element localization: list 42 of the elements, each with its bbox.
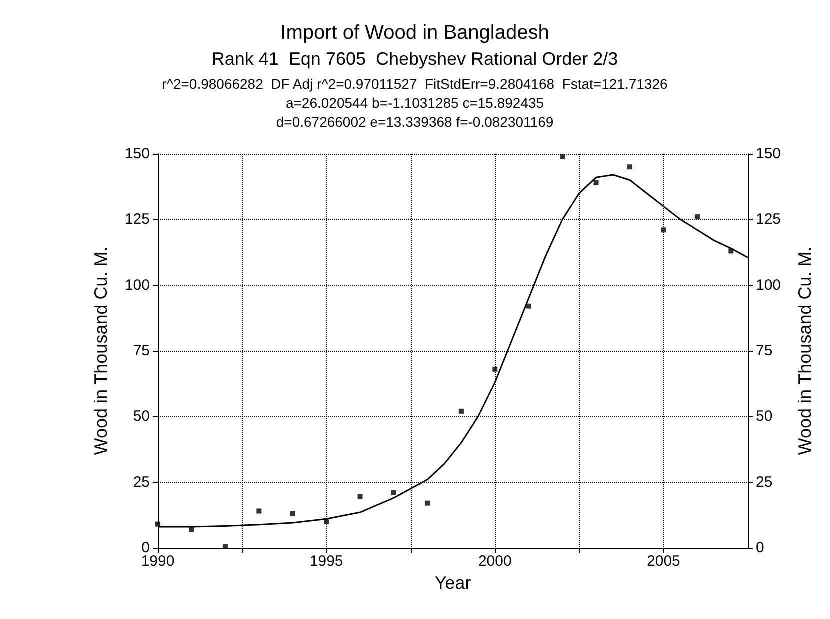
point [526, 304, 532, 309]
y-tick-label: 125 [124, 211, 150, 228]
point [425, 500, 430, 506]
point [628, 164, 632, 170]
y2-tick-label: 0 [756, 540, 764, 556]
y2-tick-label: 125 [756, 211, 782, 228]
point [492, 366, 498, 372]
point [728, 248, 734, 254]
point [290, 511, 296, 516]
x-axis-title: Year [434, 573, 472, 593]
y-tick-label: 100 [124, 276, 150, 294]
y2-tick-label: 100 [756, 276, 782, 294]
chart-subtitle: Rank 41 Eqn 7605 Chebyshev Rational Order 2/3 [212, 49, 618, 69]
point [189, 527, 194, 532]
y-tick-label: 75 [133, 342, 150, 360]
y2-tick-label: 50 [756, 408, 773, 426]
point [594, 180, 599, 186]
point [324, 519, 330, 524]
point [222, 544, 228, 550]
y2-tick-label: 150 [756, 146, 782, 162]
text: a=26.020544 b=-1.1031285 c=15.892435 [286, 95, 544, 111]
y2-axis-title: Wood in Thousand Cu. M. [795, 246, 815, 456]
point [560, 154, 566, 160]
point [358, 494, 363, 500]
y2-tick-label: 25 [756, 474, 773, 491]
y-tick-label: 50 [133, 408, 150, 426]
point [392, 490, 396, 496]
point [156, 522, 160, 527]
y-axis-title: Wood in Thousand Cu. M. [91, 246, 111, 456]
text: r^2=0.98066282 DF Adj r^2=0.97011527 FitStdErr=9.2804168 Fstat=121.71326 [162, 76, 668, 92]
x-tick-label: 2005 [647, 553, 680, 570]
x-tick-label: 2000 [478, 553, 512, 570]
point [256, 508, 262, 514]
y2-tick-label: 75 [756, 342, 773, 360]
y-tick-label: 150 [124, 146, 150, 162]
point [458, 408, 464, 414]
chart-title: Import of Wood in Bangladesh [280, 22, 550, 44]
y-tick-label: 25 [133, 474, 150, 491]
text: d=0.67266002 e=13.339368 f=-0.082301169 [276, 114, 554, 130]
x-tick-label: 1995 [310, 553, 344, 570]
point [694, 214, 700, 220]
point [661, 228, 666, 233]
